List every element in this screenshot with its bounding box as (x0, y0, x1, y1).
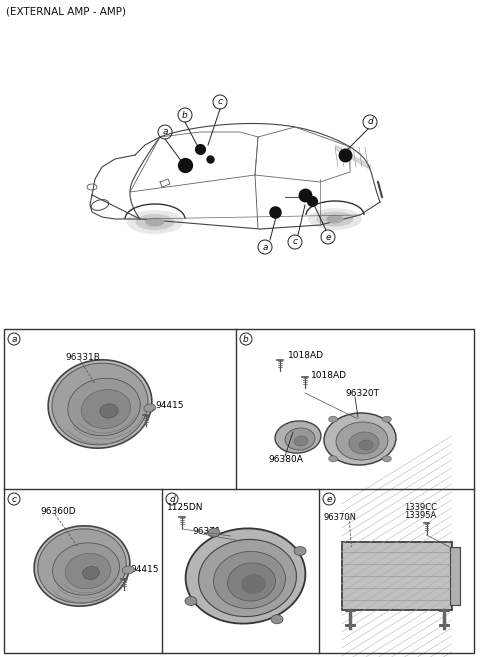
Ellipse shape (383, 416, 391, 422)
Ellipse shape (122, 566, 134, 574)
FancyBboxPatch shape (341, 542, 452, 610)
Ellipse shape (146, 218, 164, 226)
Ellipse shape (359, 440, 373, 450)
Text: e: e (326, 495, 332, 503)
Ellipse shape (38, 529, 126, 603)
Ellipse shape (128, 211, 182, 233)
Text: e: e (325, 233, 331, 242)
Ellipse shape (275, 421, 321, 453)
Ellipse shape (100, 404, 118, 418)
Ellipse shape (48, 360, 152, 448)
Text: 96371: 96371 (192, 526, 221, 535)
Ellipse shape (285, 428, 315, 450)
Ellipse shape (186, 528, 305, 623)
Ellipse shape (199, 539, 297, 616)
Text: 96380A: 96380A (268, 455, 303, 463)
Ellipse shape (52, 363, 148, 445)
Ellipse shape (144, 404, 156, 412)
Ellipse shape (68, 378, 140, 436)
Text: 96331B: 96331B (65, 353, 100, 361)
Text: (EXTERNAL AMP - AMP): (EXTERNAL AMP - AMP) (6, 6, 126, 16)
Ellipse shape (349, 432, 379, 454)
Text: c: c (292, 237, 298, 246)
Ellipse shape (294, 436, 308, 446)
Ellipse shape (82, 390, 131, 428)
Text: 96360D: 96360D (40, 507, 76, 516)
Text: c: c (217, 97, 223, 106)
Text: 96370N: 96370N (324, 512, 357, 522)
Ellipse shape (317, 212, 353, 226)
Text: 96320T: 96320T (345, 390, 379, 399)
Ellipse shape (324, 413, 396, 465)
Text: 1125DN: 1125DN (167, 503, 204, 512)
Ellipse shape (185, 597, 197, 606)
Ellipse shape (136, 214, 174, 229)
Bar (4, 329, 474, 653)
Ellipse shape (228, 563, 276, 601)
Text: d: d (367, 118, 373, 127)
Text: 94415: 94415 (155, 401, 183, 411)
Ellipse shape (383, 456, 391, 462)
Text: c: c (12, 495, 16, 503)
Ellipse shape (208, 528, 220, 537)
Ellipse shape (336, 422, 388, 460)
Ellipse shape (329, 456, 337, 462)
Text: 94415: 94415 (130, 566, 158, 574)
Text: a: a (162, 127, 168, 137)
Text: 1339CC: 1339CC (405, 503, 437, 512)
Text: d: d (169, 495, 175, 503)
Text: b: b (182, 110, 188, 120)
Ellipse shape (271, 615, 283, 623)
Text: a: a (11, 334, 17, 344)
Ellipse shape (329, 416, 337, 422)
Ellipse shape (241, 574, 265, 593)
Ellipse shape (83, 566, 99, 579)
Ellipse shape (294, 547, 306, 556)
Text: b: b (243, 334, 249, 344)
Ellipse shape (34, 526, 130, 606)
Text: a: a (262, 242, 268, 252)
FancyBboxPatch shape (449, 547, 459, 605)
Text: 1018AD: 1018AD (311, 371, 347, 380)
Text: 13395A: 13395A (405, 512, 437, 520)
Ellipse shape (309, 209, 361, 229)
Ellipse shape (65, 553, 111, 589)
Text: 1018AD: 1018AD (288, 351, 324, 361)
Ellipse shape (52, 543, 120, 595)
Ellipse shape (327, 215, 343, 223)
Ellipse shape (214, 551, 286, 608)
